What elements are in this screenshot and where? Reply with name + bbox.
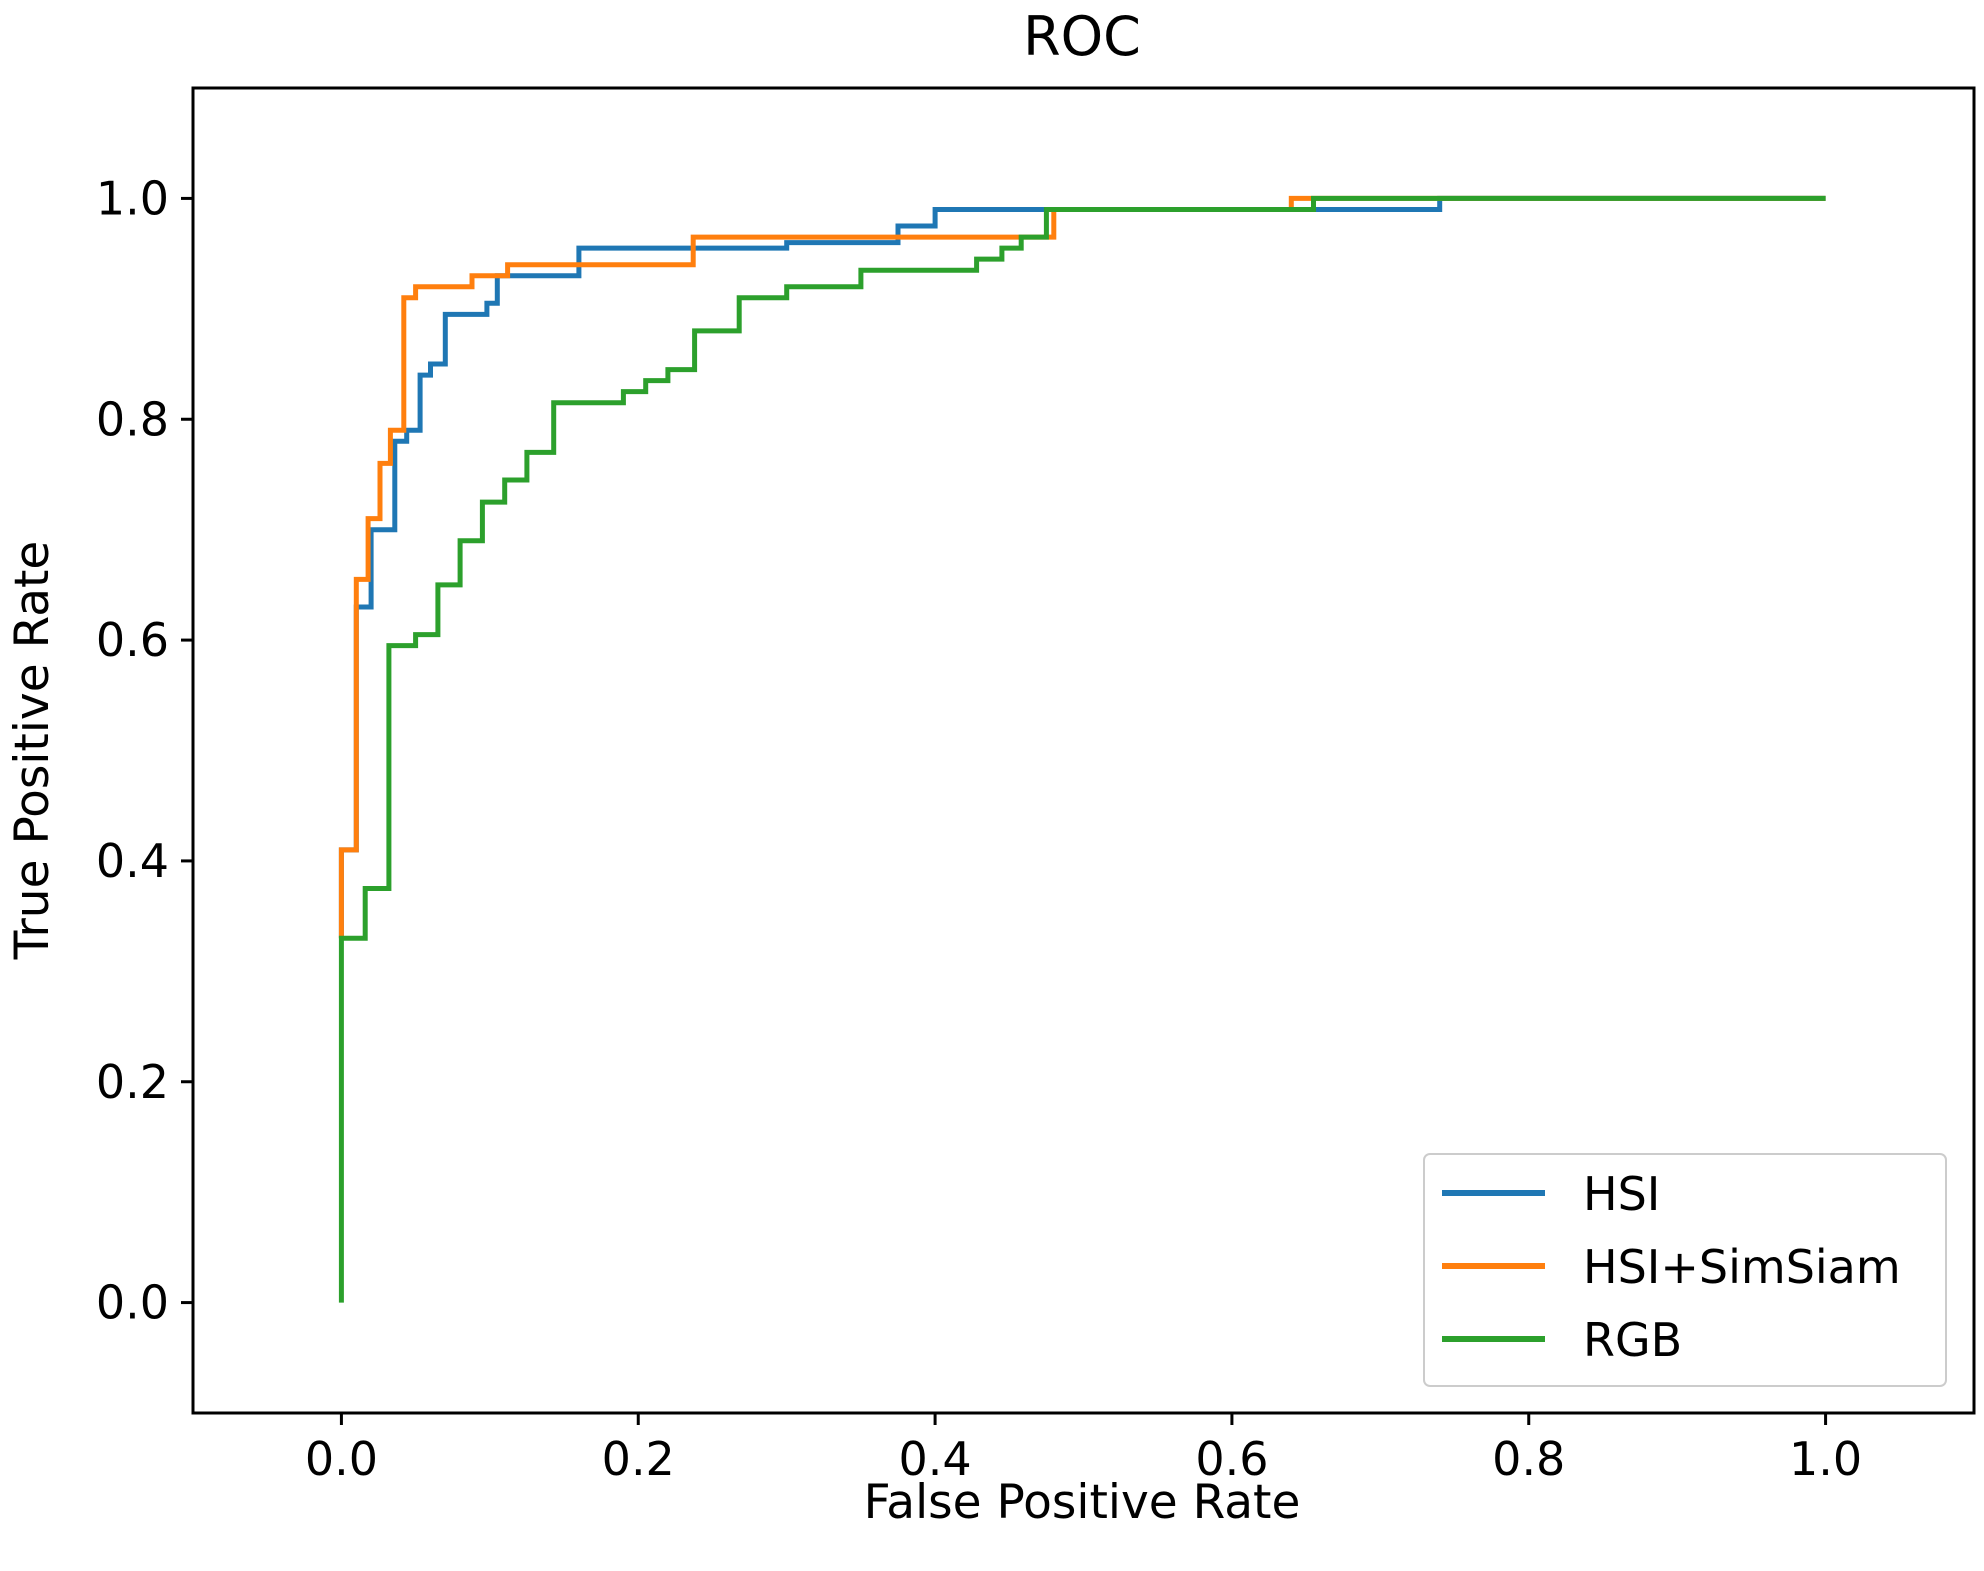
x-tick-label: 0.6	[1195, 1432, 1268, 1486]
chart-title: ROC	[1023, 5, 1141, 68]
series-line-hsi-simsiam	[338, 195, 1826, 939]
legend-label-hsi-simsiam: HSI+SimSiam	[1583, 1240, 1901, 1294]
x-axis-ticks: 0.0 0.2 0.4 0.6 0.8 1.0	[305, 1413, 1862, 1486]
y-tick-label: 0.6	[96, 613, 169, 667]
plot-area-frame	[191, 86, 1976, 1415]
y-tick-label: 0.8	[96, 392, 169, 446]
x-tick-label: 0.2	[602, 1432, 675, 1486]
legend-label-hsi: HSI	[1583, 1167, 1660, 1221]
legend-box	[1423, 1153, 1947, 1387]
y-axis-ticks: 0.0 0.2 0.4 0.6 0.8 1.0	[96, 171, 193, 1330]
x-tick-label: 1.0	[1789, 1432, 1862, 1486]
y-axis-label: True Positive Rate	[5, 541, 60, 961]
y-tick-label: 0.4	[96, 834, 169, 888]
y-tick-label: 0.0	[96, 1276, 169, 1330]
legend-label-rgb: RGB	[1583, 1313, 1682, 1367]
y-tick-label: 1.0	[96, 171, 169, 225]
legend: HSI HSI+SimSiam RGB	[1423, 1153, 1947, 1387]
series-line-rgb	[338, 195, 1826, 1303]
x-tick-label: 0.0	[305, 1432, 378, 1486]
series-layer	[338, 195, 1826, 1303]
x-tick-label: 0.8	[1492, 1432, 1565, 1486]
series-line-hsi	[338, 195, 1826, 939]
y-tick-label: 0.2	[96, 1055, 169, 1109]
x-tick-label: 0.4	[899, 1432, 972, 1486]
x-axis-label: False Positive Rate	[864, 1475, 1301, 1530]
